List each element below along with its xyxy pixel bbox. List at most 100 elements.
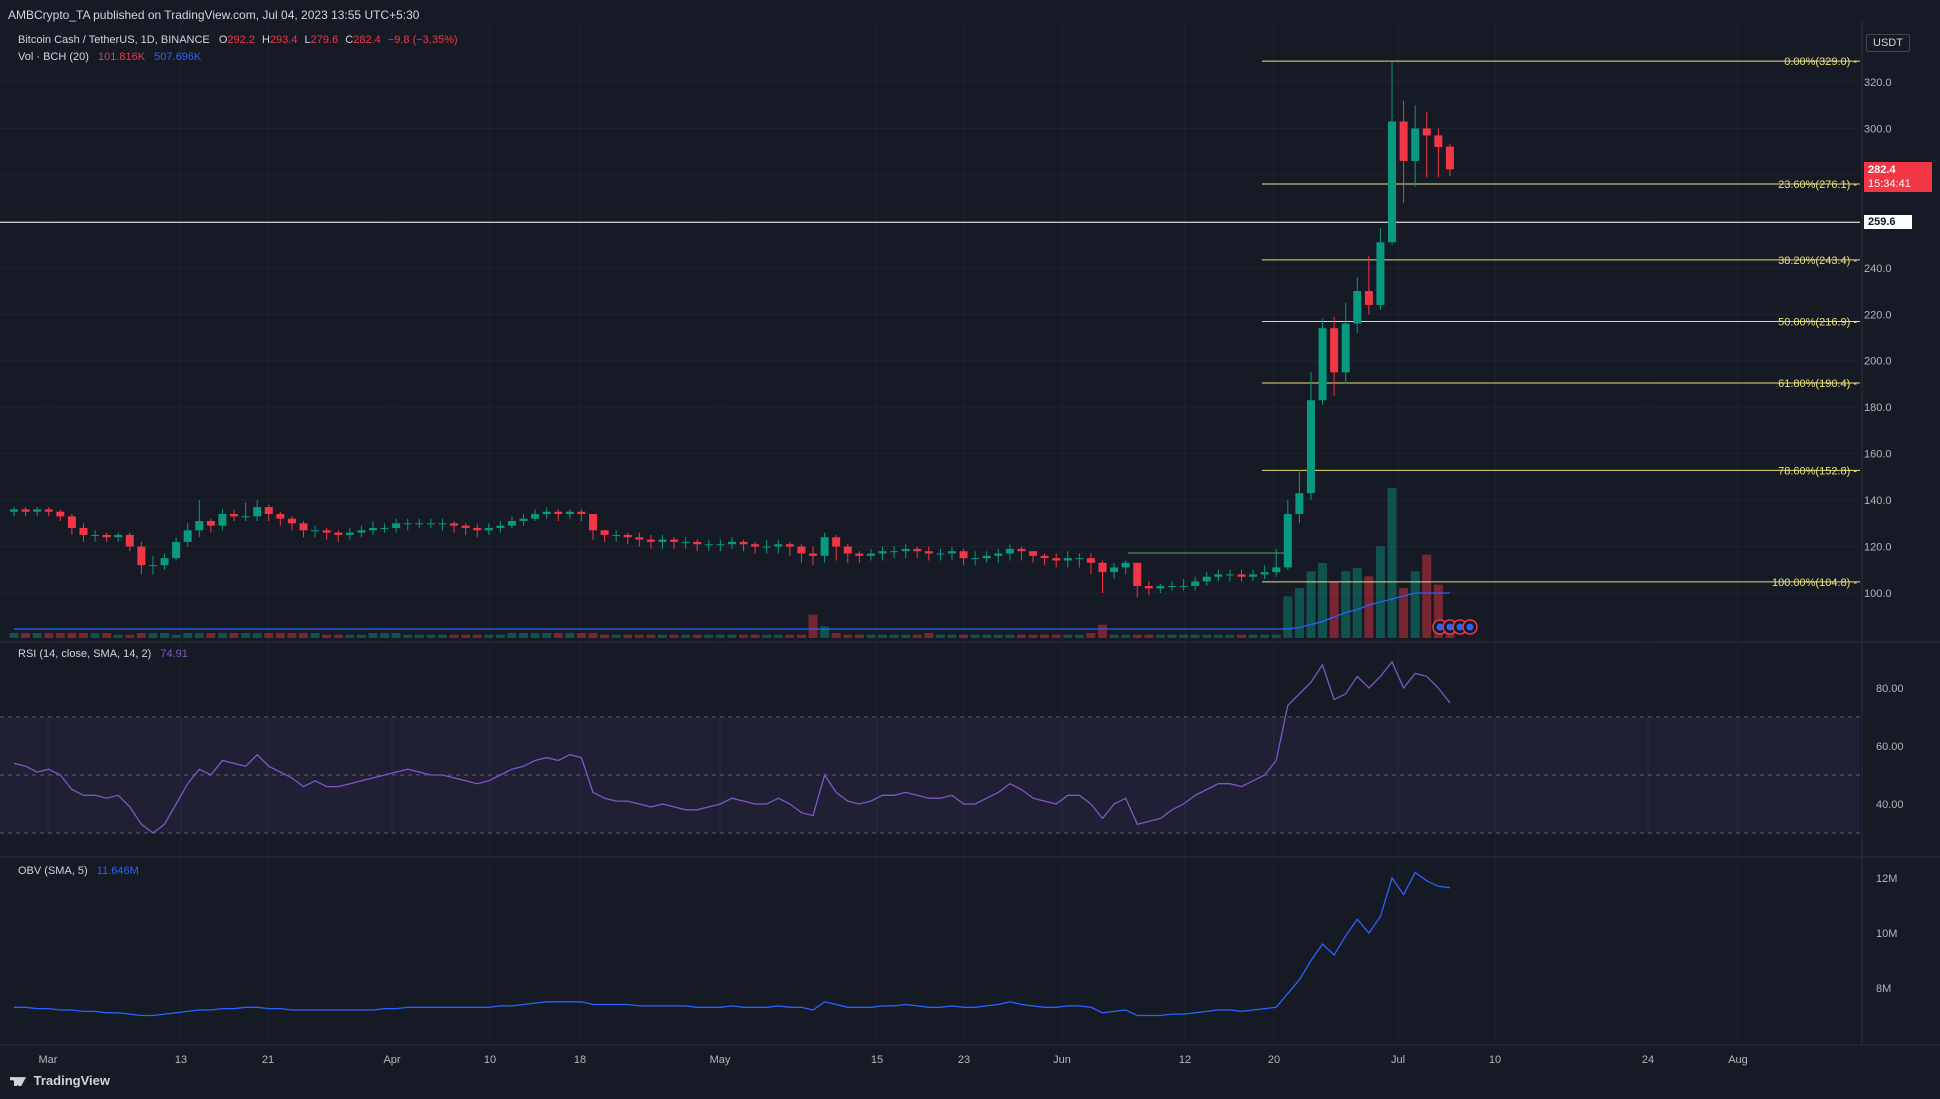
obv-legend[interactable]: OBV (SMA, 5) 11.646M: [18, 865, 139, 877]
fib-retracement[interactable]: 0.00%(329.0) - 23.60%(276.1) - 38.20%(243.…: [1128, 56, 1860, 589]
volume-bar: [1121, 634, 1131, 638]
candle: [507, 516, 516, 528]
volume-bar: [90, 633, 100, 638]
fib-level-label: 100.00%(104.8) -: [1772, 577, 1857, 589]
candle-body: [658, 539, 667, 542]
volume-bar: [901, 634, 911, 638]
volume-bar: [530, 633, 540, 638]
candle: [809, 546, 818, 566]
price-tick-label: 160.0: [1864, 449, 1892, 461]
candle: [1179, 579, 1188, 591]
volume-bar: [194, 633, 204, 638]
candle-body: [832, 537, 841, 547]
volume-bar: [1144, 634, 1154, 638]
candle: [716, 539, 725, 552]
currency-button[interactable]: USDT: [1866, 34, 1910, 52]
candle: [102, 532, 111, 542]
candle-body: [1202, 576, 1211, 582]
candle-body: [148, 565, 157, 567]
candle-body: [1052, 558, 1061, 561]
candlesticks[interactable]: [10, 61, 1478, 635]
volume-bar: [1098, 624, 1108, 638]
candle: [1411, 105, 1420, 187]
volume-bar: [878, 634, 887, 638]
candle: [1260, 565, 1269, 580]
candle: [403, 518, 412, 531]
candle-body: [1411, 128, 1420, 161]
candle: [426, 518, 435, 528]
symbol-legend[interactable]: Bitcoin Cash / TetherUS, 1D, BINANCE O29…: [18, 34, 458, 46]
candle-body: [1214, 574, 1223, 577]
candle-body: [137, 546, 146, 566]
candle: [299, 520, 308, 538]
candle: [438, 518, 447, 531]
volume-bar: [1213, 634, 1223, 638]
candle: [612, 530, 621, 542]
candle: [357, 525, 366, 538]
volume-bar: [299, 633, 308, 638]
candle-body: [774, 544, 783, 547]
volume-bar: [102, 633, 112, 638]
candle: [1214, 569, 1223, 582]
price-tick-label: 220.0: [1864, 309, 1892, 321]
candle: [646, 534, 655, 549]
volume-bar: [1051, 634, 1061, 638]
candle-body: [1110, 567, 1119, 573]
candle-body: [1168, 586, 1176, 588]
candle: [1283, 500, 1292, 570]
candle: [473, 523, 482, 538]
volume-bar: [912, 634, 922, 638]
candle-body: [1121, 562, 1130, 568]
candle: [1029, 551, 1038, 563]
volume-bar: [1005, 634, 1015, 638]
candle-body: [670, 539, 679, 542]
volume-bar: [507, 633, 517, 638]
candle: [322, 527, 331, 540]
tradingview-logo[interactable]: TradingView: [10, 1073, 110, 1088]
volume-bar: [588, 633, 598, 638]
close-value: 282.4: [353, 34, 381, 46]
candle-body: [1306, 400, 1315, 494]
price-tick-label: 100.0: [1864, 588, 1892, 600]
candle: [554, 509, 563, 521]
candle-body: [855, 553, 864, 556]
candle: [241, 502, 250, 521]
close-label: C: [345, 34, 354, 46]
candle-body: [1179, 586, 1188, 588]
volume-bar: [1190, 634, 1200, 638]
volume-bar: [982, 634, 992, 638]
candle-body: [600, 530, 609, 535]
candle-body: [1341, 323, 1350, 373]
rsi-line: [13, 660, 1451, 834]
candle: [44, 507, 53, 517]
volume-bar: [1341, 571, 1351, 638]
fib-level-label: 61.80%(190.4) -: [1778, 378, 1857, 390]
fib-level-label: 38.20%(243.4) -: [1778, 255, 1857, 267]
volume-bar: [796, 634, 806, 638]
low-label: L: [304, 34, 311, 46]
time-tick-label: 24: [1642, 1054, 1654, 1066]
time-tick-label: 23: [958, 1054, 970, 1066]
candle-body: [1144, 586, 1153, 589]
volume-bar: [808, 614, 818, 638]
published-caption: AMBCrypto_TA published on TradingView.co…: [8, 8, 420, 22]
volume-bar: [1422, 554, 1432, 638]
volume-bar: [1074, 634, 1084, 638]
rsi-legend[interactable]: RSI (14, close, SMA, 14, 2) 74.91: [18, 648, 188, 660]
time-tick-label: 21: [262, 1054, 274, 1066]
candle: [1249, 569, 1258, 582]
candle: [160, 553, 169, 570]
volume-bar: [484, 634, 494, 638]
candle: [890, 546, 899, 559]
candle: [1168, 581, 1176, 591]
volume-legend[interactable]: Vol · BCH (20) 101.816K 507.696K: [18, 51, 201, 63]
candle-body: [125, 534, 134, 547]
candle-body: [1353, 291, 1362, 324]
candle: [681, 537, 690, 549]
volume-ma-value: 507.696K: [154, 51, 202, 63]
volume-bar: [32, 633, 42, 638]
price-axes[interactable]: 320.0300.0280.0260.0240.0220.0200.0180.0…: [39, 77, 1904, 1066]
candle-body: [890, 551, 899, 553]
volume-bar: [565, 633, 575, 638]
